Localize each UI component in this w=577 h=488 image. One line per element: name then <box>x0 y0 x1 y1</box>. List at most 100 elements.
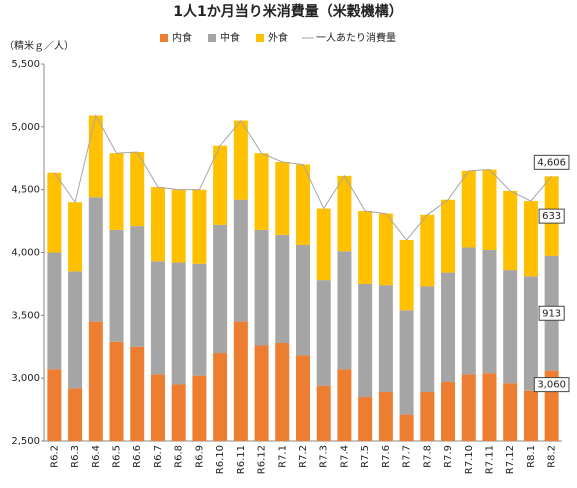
bar-segment <box>275 234 290 343</box>
y-tick-label: 3,000 <box>11 373 40 384</box>
x-tick-label: R6.7 <box>153 445 164 468</box>
total-line <box>53 114 553 241</box>
bar-segment <box>503 270 518 384</box>
bar-segment <box>296 355 310 441</box>
bar-segment <box>109 153 124 230</box>
bar-segment <box>192 375 207 441</box>
bar-segment <box>171 384 186 441</box>
x-tick-label: R7.7 <box>402 445 413 468</box>
legend-swatch <box>256 34 264 42</box>
legend-swatch <box>160 34 168 42</box>
bar-segment <box>461 170 476 248</box>
bar-segment <box>358 397 373 441</box>
x-tick-label: R7.3 <box>319 445 330 468</box>
x-tick-label: R7.11 <box>484 445 495 474</box>
legend-label: 外食 <box>268 31 288 44</box>
bar-segment <box>316 280 331 386</box>
x-tick-label: R6.2 <box>49 445 60 468</box>
x-tick-label: R6.4 <box>91 445 102 468</box>
x-tick-label: R7.5 <box>360 445 371 468</box>
label-box <box>533 377 570 393</box>
bar-segment <box>233 120 248 200</box>
bar-segment <box>503 190 518 271</box>
x-tick-label: R6.8 <box>174 445 185 468</box>
data-label: 3,060 <box>537 380 566 391</box>
bar-segment <box>213 224 228 354</box>
bar-segment <box>420 391 435 441</box>
bar-segment <box>523 276 538 391</box>
bar-segment <box>337 369 352 441</box>
bar-segment <box>296 164 310 245</box>
bar-segment <box>254 345 269 441</box>
x-tick-label: R8.2 <box>547 445 558 468</box>
x-tick-label: R7.9 <box>443 445 454 468</box>
bar-segment <box>88 321 103 441</box>
bar-segment <box>399 414 414 441</box>
legend-label: 内食 <box>172 31 192 44</box>
bar-segment <box>420 286 435 392</box>
legend-label: 中食 <box>220 31 240 44</box>
bar-segment <box>482 169 497 250</box>
bar-segment <box>275 342 290 441</box>
y-tick-label: 2,500 <box>11 436 40 447</box>
x-tick-label: R7.8 <box>422 445 433 468</box>
bar-segment <box>233 199 248 322</box>
bar-segment <box>47 172 62 253</box>
label-box <box>538 305 565 321</box>
bar-segment <box>399 310 414 415</box>
bar-segment <box>482 373 497 441</box>
bar-segment <box>337 251 352 370</box>
bar-segment <box>378 391 393 441</box>
bar-segment <box>130 151 145 227</box>
bar-segment <box>254 229 269 346</box>
x-tick-label: R6.9 <box>194 445 205 468</box>
bar-segment <box>337 175 352 252</box>
y-tick-label: 4,000 <box>11 248 40 259</box>
bar-segment <box>358 283 373 398</box>
bar-segment <box>461 247 476 375</box>
bar-segment <box>192 189 207 264</box>
x-tick-label: R6.12 <box>257 445 268 474</box>
y-axis-label: （精米ｇ／人） <box>4 39 74 52</box>
y-tick-label: 3,500 <box>11 310 40 321</box>
bar-segment <box>68 388 83 441</box>
bar-segment <box>213 353 228 441</box>
y-tick-label: 5,000 <box>11 122 40 133</box>
bar-segment <box>378 213 393 286</box>
x-tick-label: R7.2 <box>298 445 309 468</box>
x-tick-label: R6.11 <box>236 445 247 474</box>
x-tick-label: R7.10 <box>464 445 475 474</box>
bar-segment <box>441 381 456 441</box>
x-tick-label: R7.12 <box>505 445 516 474</box>
bar-segment <box>358 211 373 284</box>
bar-segment <box>461 374 476 441</box>
x-tick-label: R6.6 <box>132 445 143 468</box>
bar-segment <box>316 385 331 441</box>
bar-segment <box>171 189 186 263</box>
data-label: 913 <box>542 308 561 319</box>
bar-segment <box>213 145 228 225</box>
bar-segment <box>109 341 124 441</box>
data-label: 4,606 <box>537 157 566 168</box>
bar-segment <box>88 197 103 322</box>
label-box <box>533 154 570 170</box>
bar-segment <box>275 162 290 235</box>
bar-segment <box>171 262 186 385</box>
bar-segment <box>378 285 393 392</box>
bar-segment <box>523 390 538 441</box>
bar-segment <box>420 214 435 287</box>
bar-segment <box>296 244 310 356</box>
bar-segment <box>254 153 269 230</box>
x-tick-label: R6.3 <box>70 445 81 468</box>
bar-segment <box>399 239 414 311</box>
x-tick-label: R6.5 <box>112 445 123 468</box>
bar-segment <box>441 272 456 382</box>
bar-segment <box>130 226 145 347</box>
bar-segment <box>68 271 83 389</box>
y-tick-label: 4,500 <box>11 185 40 196</box>
legend-label: 一人あたり消費量 <box>316 31 396 44</box>
x-tick-label: R6.10 <box>215 445 226 474</box>
label-box <box>538 208 565 224</box>
bar-segment <box>233 321 248 441</box>
bar-segment <box>482 249 497 374</box>
